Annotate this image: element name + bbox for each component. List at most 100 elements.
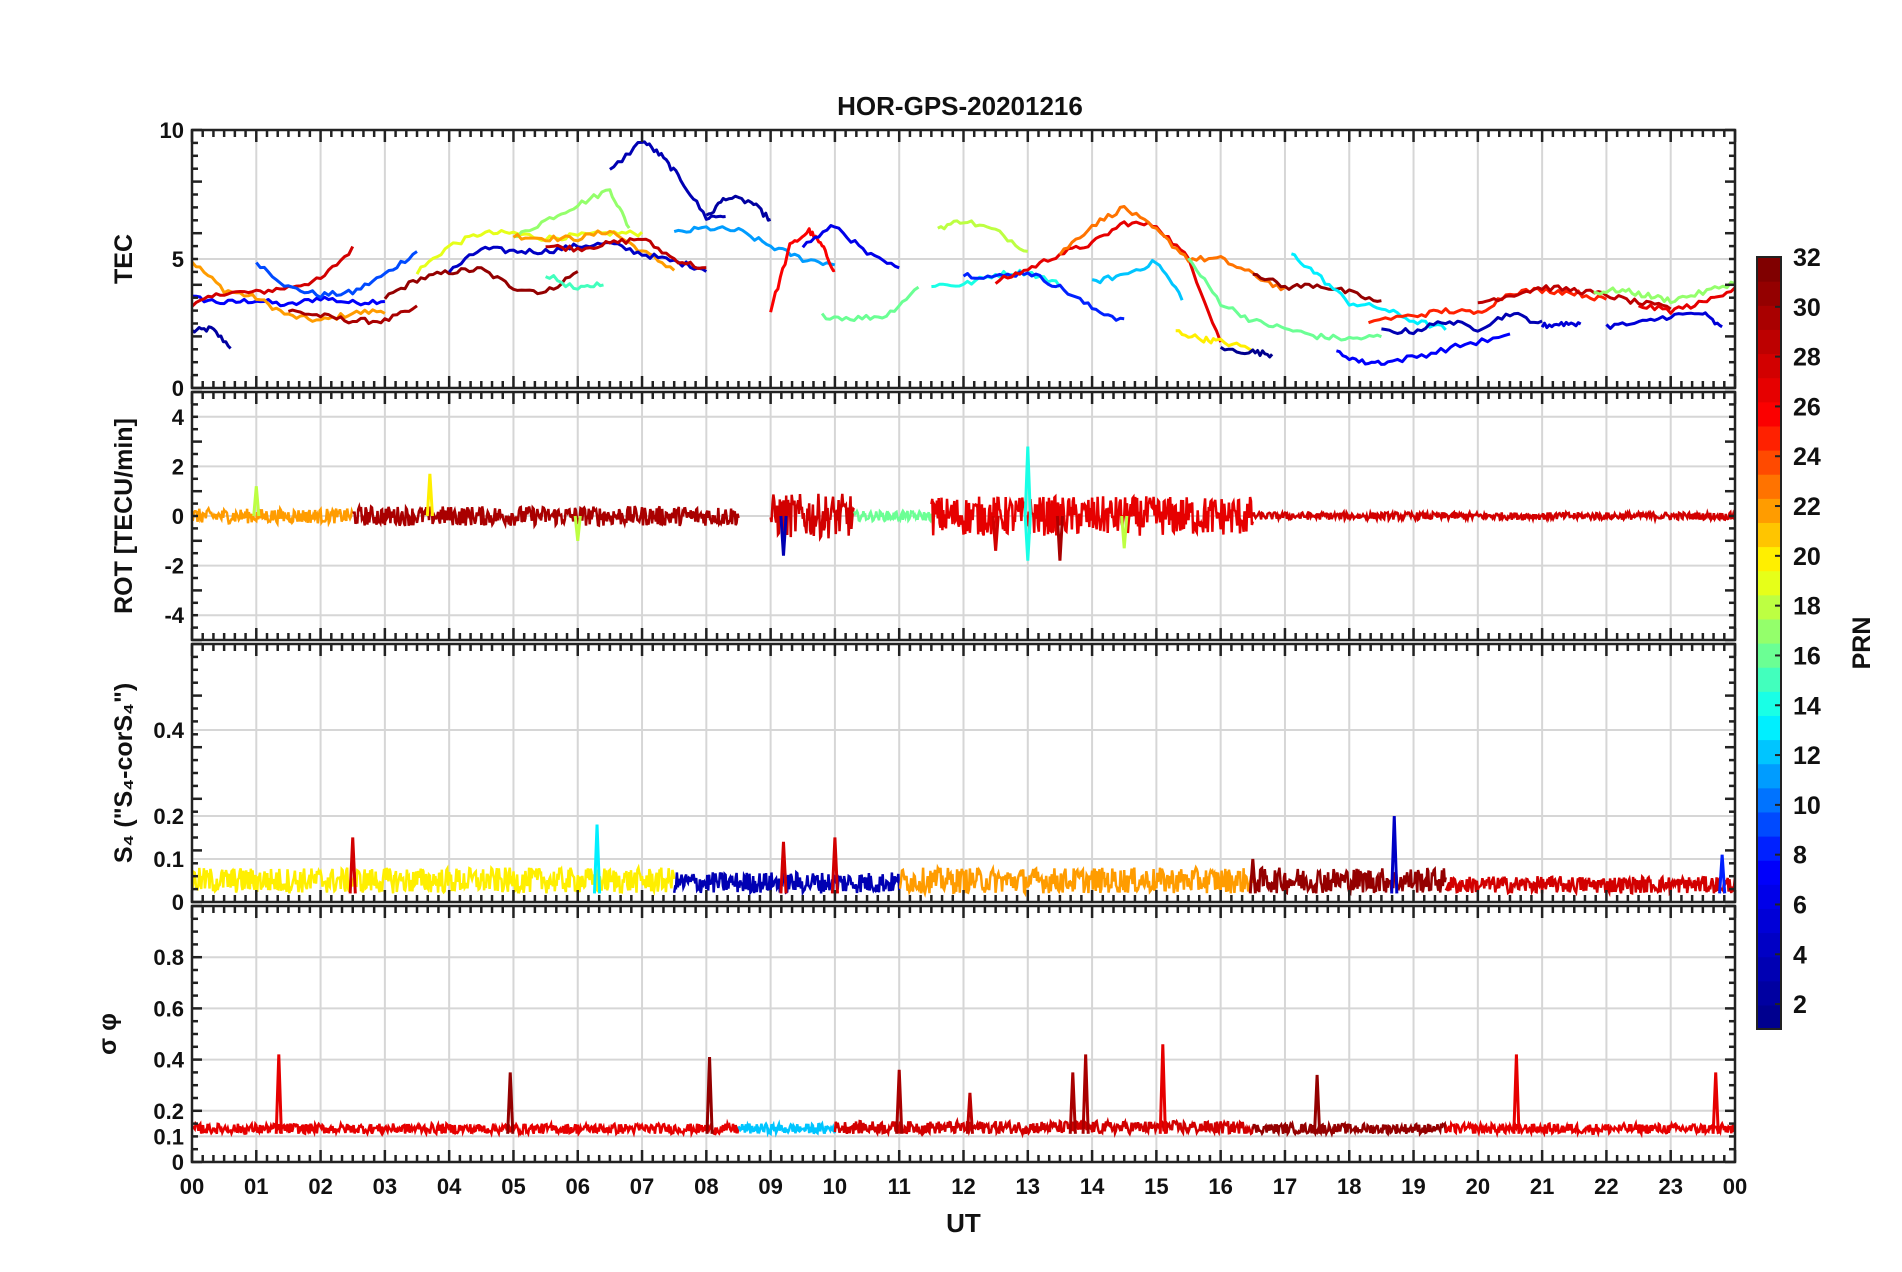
- y-tick-label: 0.4: [153, 718, 184, 743]
- spike-prn-13: [592, 824, 602, 894]
- spike-prn-14: [1023, 446, 1032, 517]
- x-tick-label: 06: [566, 1174, 590, 1199]
- tec-series-prn-5: [1605, 311, 1723, 330]
- noise-trace-prn-22: [192, 504, 354, 528]
- y-tick-label: 0.4: [153, 1048, 184, 1073]
- y-tick-label: 0: [172, 376, 184, 401]
- colorbar-bin: [1757, 474, 1781, 499]
- colorbar-bin: [1757, 353, 1781, 379]
- spike-prn-27: [1512, 1054, 1521, 1134]
- tec-series-prn-22: [192, 261, 386, 323]
- spike-prn-18: [252, 486, 261, 517]
- x-tick-label: 19: [1401, 1174, 1425, 1199]
- colorbar-tick-label: 8: [1793, 842, 1807, 870]
- colorbar-bin: [1757, 787, 1781, 813]
- spike-prn-29: [965, 1092, 974, 1134]
- colorbar-bin: [1757, 425, 1781, 451]
- colorbar-bin: [1757, 763, 1781, 789]
- spike-prn-30: [895, 1069, 904, 1134]
- tec-series-prn-2: [192, 325, 232, 350]
- spike-prn-31: [1248, 858, 1257, 894]
- x-tick-label: 03: [373, 1174, 397, 1199]
- tec-series-prn-9: [255, 250, 418, 299]
- x-tick-label: 14: [1080, 1174, 1105, 1199]
- x-tick-label: 09: [758, 1174, 782, 1199]
- colorbar-tick-label: 28: [1793, 344, 1821, 372]
- tec-series-prn-3: [609, 140, 726, 221]
- x-tick-label: 12: [951, 1174, 975, 1199]
- panel-1: 0 5 10 TEC: [110, 118, 1737, 401]
- colorbar-tick-label: 16: [1793, 642, 1821, 670]
- tec-series-prn-2: [705, 194, 772, 222]
- colorbar-bin: [1757, 329, 1781, 355]
- tec-series-prn-7: [192, 294, 386, 308]
- x-tick-label: 18: [1337, 1174, 1361, 1199]
- panel-4: 00.10.2 0.4 0.6 0.8 σ φ 00 01 02 03 04 05 06 07 08 09 1…: [94, 904, 1747, 1238]
- spike-prn-4: [1390, 815, 1399, 894]
- y-axis-label: S₄ ("S₄-corS₄"): [110, 683, 138, 863]
- tec-series-prn-7: [1335, 332, 1511, 366]
- x-tick-label: 08: [694, 1174, 718, 1199]
- tec-series-prn-12: [1091, 259, 1184, 301]
- tec-series-prn-17: [1593, 280, 1735, 305]
- colorbar-tick-label: 24: [1793, 443, 1821, 471]
- colorbar-bin: [1757, 450, 1781, 475]
- colorbar-tick-label: 12: [1793, 742, 1821, 770]
- data-layer: [192, 140, 1735, 366]
- colorbar-bin: [1757, 715, 1781, 741]
- tec-series-prn-18: [937, 219, 1028, 253]
- panel-3: 0 0.1 0.2 0.4 S₄ ("S₄-corS₄"): [110, 642, 1737, 915]
- spike-prn-28: [348, 837, 357, 894]
- tec-series-prn-17: [513, 188, 631, 239]
- y-tick-label: 10: [160, 118, 184, 143]
- x-tick-label: 21: [1530, 1174, 1554, 1199]
- y-axis-label: TEC: [110, 234, 138, 284]
- tec-series-prn-30: [287, 304, 418, 326]
- colorbar-tick-label: 22: [1793, 493, 1821, 521]
- noise-trace-prn-30: [352, 502, 740, 530]
- colorbar-bin: [1757, 980, 1781, 1006]
- colorbar-bin: [1757, 257, 1781, 282]
- x-tick-label: 01: [244, 1174, 268, 1199]
- y-tick-label: 4: [172, 405, 185, 430]
- x-tick-label: 23: [1658, 1174, 1682, 1199]
- spike-prn-28: [991, 515, 1000, 551]
- x-tick-label: 02: [308, 1174, 332, 1199]
- y-tick-label: 0: [172, 1150, 184, 1175]
- tec-series-prn-20: [1175, 329, 1254, 353]
- tec-series-prn-15: [544, 274, 604, 291]
- y-tick-label: 0.1: [153, 1124, 184, 1149]
- colorbar-tick-label: 30: [1793, 294, 1821, 322]
- x-tick-label: 05: [501, 1174, 525, 1199]
- y-tick-label: 0.2: [153, 1099, 184, 1124]
- colorbar-bin: [1757, 836, 1781, 861]
- colorbar-tick-label: 26: [1793, 393, 1821, 421]
- spike-prn-31: [705, 1056, 714, 1134]
- spike-prn-30: [1081, 1054, 1090, 1134]
- y-tick-label: 0.6: [153, 996, 184, 1021]
- noise-trace-prn-28: [1444, 873, 1735, 898]
- colorbar-bin: [1757, 860, 1781, 885]
- x-tick-label: 00: [1723, 1174, 1747, 1199]
- colorbar-tick-label: 2: [1793, 991, 1807, 1019]
- colorbar-bin: [1757, 908, 1781, 934]
- tec-series-prn-6: [801, 224, 900, 270]
- chart-title: HOR-GPS-20201216: [837, 91, 1083, 121]
- x-tick-label: 17: [1273, 1174, 1297, 1199]
- y-tick-label: 2: [172, 454, 184, 479]
- colorbar-bin: [1757, 377, 1781, 403]
- colorbar-bin: [1757, 305, 1781, 330]
- x-tick-label: 15: [1144, 1174, 1168, 1199]
- tec-series-prn-29: [1477, 284, 1672, 311]
- spike-prn-3: [779, 515, 788, 556]
- colorbar-bin: [1757, 618, 1781, 644]
- colorbar-tick-label: 6: [1793, 891, 1807, 919]
- y-tick-label: 0: [172, 890, 184, 915]
- y-axis-label: ROT [TECU/min]: [110, 418, 138, 614]
- noise-trace-prn-16: [853, 508, 933, 524]
- colorbar-bin: [1757, 739, 1781, 765]
- tec-series-prn-13: [1290, 252, 1447, 331]
- data-layer: [192, 1044, 1735, 1139]
